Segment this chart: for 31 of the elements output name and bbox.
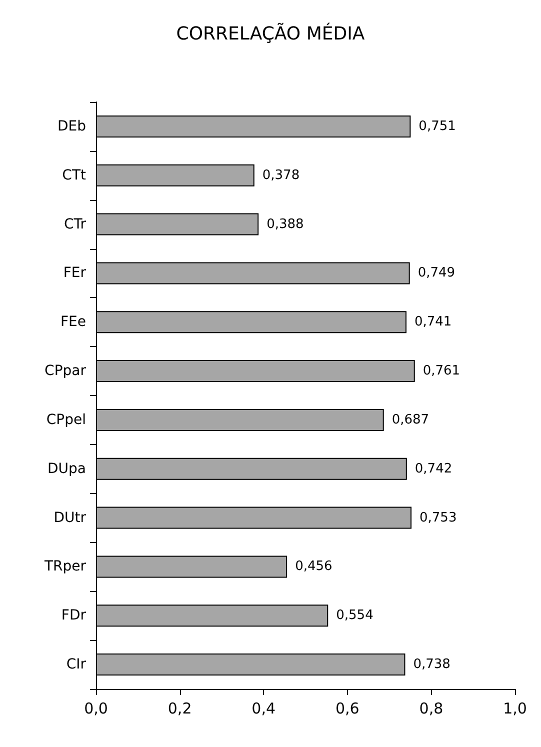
data-label: 0,456 <box>295 559 332 574</box>
data-label: 0,753 <box>420 510 457 526</box>
data-label: 0,749 <box>418 266 456 281</box>
x-tick-label: 0,8 <box>419 700 444 718</box>
y-tick-label: TRper <box>43 558 86 575</box>
data-label: 0,738 <box>413 657 450 672</box>
y-tick-label: CTt <box>62 167 86 184</box>
y-tick-label: CPpel <box>46 412 86 428</box>
data-label: 0,554 <box>336 608 374 624</box>
y-tick-label: CPpar <box>44 363 86 380</box>
x-tick-label: 1,0 <box>503 700 527 718</box>
y-tick-label: DUpa <box>48 460 86 477</box>
data-label: 0,761 <box>422 364 460 379</box>
y-tick-label: FDr <box>61 608 86 624</box>
data-label: 0,388 <box>266 216 304 232</box>
y-tick-label: CIr <box>66 656 86 673</box>
data-label: 0,687 <box>392 412 430 428</box>
data-label: 0,378 <box>262 168 300 183</box>
data-label: 0,741 <box>414 314 452 330</box>
x-tick-label: 0,0 <box>84 700 108 718</box>
chart-title: CORRELAÇÃO MÉDIA <box>176 22 366 44</box>
y-tick-label: CTr <box>64 216 86 232</box>
y-tick-label: FEr <box>63 265 86 282</box>
x-tick-label: 0,4 <box>252 700 276 718</box>
data-label: 0,742 <box>414 461 452 476</box>
y-tick-label: DEb <box>57 118 86 134</box>
x-tick-label: 0,2 <box>168 700 192 718</box>
y-tick-label: FEe <box>60 314 86 330</box>
y-tick-label: DUtr <box>54 510 86 526</box>
data-label: 0,751 <box>418 118 456 134</box>
x-tick-label: 0,6 <box>335 700 360 718</box>
